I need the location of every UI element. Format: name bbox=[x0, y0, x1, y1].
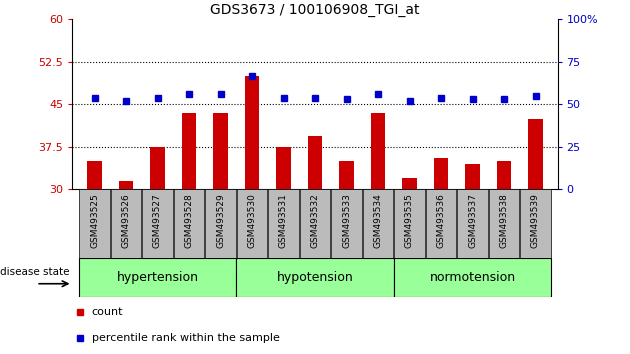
Text: GSM493529: GSM493529 bbox=[216, 193, 225, 247]
Text: GSM493527: GSM493527 bbox=[153, 193, 162, 247]
Bar bbox=[151, 147, 164, 189]
Text: GSM493532: GSM493532 bbox=[311, 193, 319, 247]
Bar bbox=[426, 189, 456, 258]
Bar bbox=[182, 113, 196, 189]
Text: GSM493525: GSM493525 bbox=[90, 193, 99, 247]
Bar bbox=[363, 189, 393, 258]
Text: hypertension: hypertension bbox=[117, 272, 198, 284]
Bar bbox=[205, 189, 236, 258]
Bar bbox=[497, 161, 511, 189]
Bar bbox=[520, 189, 551, 258]
Bar bbox=[277, 147, 290, 189]
Bar bbox=[245, 76, 259, 189]
Text: count: count bbox=[92, 307, 123, 317]
Text: hypotension: hypotension bbox=[277, 272, 353, 284]
Bar bbox=[371, 113, 385, 189]
Bar bbox=[236, 258, 394, 297]
Text: GSM493539: GSM493539 bbox=[531, 193, 540, 248]
Bar bbox=[394, 258, 551, 297]
Title: GDS3673 / 100106908_TGI_at: GDS3673 / 100106908_TGI_at bbox=[210, 3, 420, 17]
Bar bbox=[88, 161, 101, 189]
Bar bbox=[142, 189, 173, 258]
Bar bbox=[174, 189, 204, 258]
Bar bbox=[529, 119, 542, 189]
Text: normotension: normotension bbox=[430, 272, 515, 284]
Bar bbox=[457, 189, 488, 258]
Bar bbox=[434, 158, 448, 189]
Bar bbox=[268, 189, 299, 258]
Bar bbox=[331, 189, 362, 258]
Bar bbox=[308, 136, 322, 189]
Bar bbox=[466, 164, 479, 189]
Text: GSM493537: GSM493537 bbox=[468, 193, 477, 248]
Text: GSM493533: GSM493533 bbox=[342, 193, 351, 248]
Bar bbox=[237, 189, 267, 258]
Bar bbox=[79, 258, 236, 297]
Bar bbox=[489, 189, 520, 258]
Bar bbox=[119, 181, 133, 189]
Text: GSM493534: GSM493534 bbox=[374, 193, 382, 247]
Text: GSM493538: GSM493538 bbox=[500, 193, 508, 248]
Bar bbox=[403, 178, 416, 189]
Bar bbox=[340, 161, 353, 189]
Bar bbox=[79, 189, 110, 258]
Text: GSM493536: GSM493536 bbox=[437, 193, 445, 248]
Text: GSM493526: GSM493526 bbox=[122, 193, 130, 247]
Bar bbox=[214, 113, 227, 189]
Bar bbox=[394, 189, 425, 258]
Text: GSM493535: GSM493535 bbox=[405, 193, 414, 248]
Text: percentile rank within the sample: percentile rank within the sample bbox=[92, 333, 280, 343]
Text: disease state: disease state bbox=[0, 267, 69, 277]
Bar bbox=[300, 189, 330, 258]
Text: GSM493530: GSM493530 bbox=[248, 193, 256, 248]
Text: GSM493528: GSM493528 bbox=[185, 193, 193, 247]
Bar bbox=[111, 189, 141, 258]
Text: GSM493531: GSM493531 bbox=[279, 193, 288, 248]
